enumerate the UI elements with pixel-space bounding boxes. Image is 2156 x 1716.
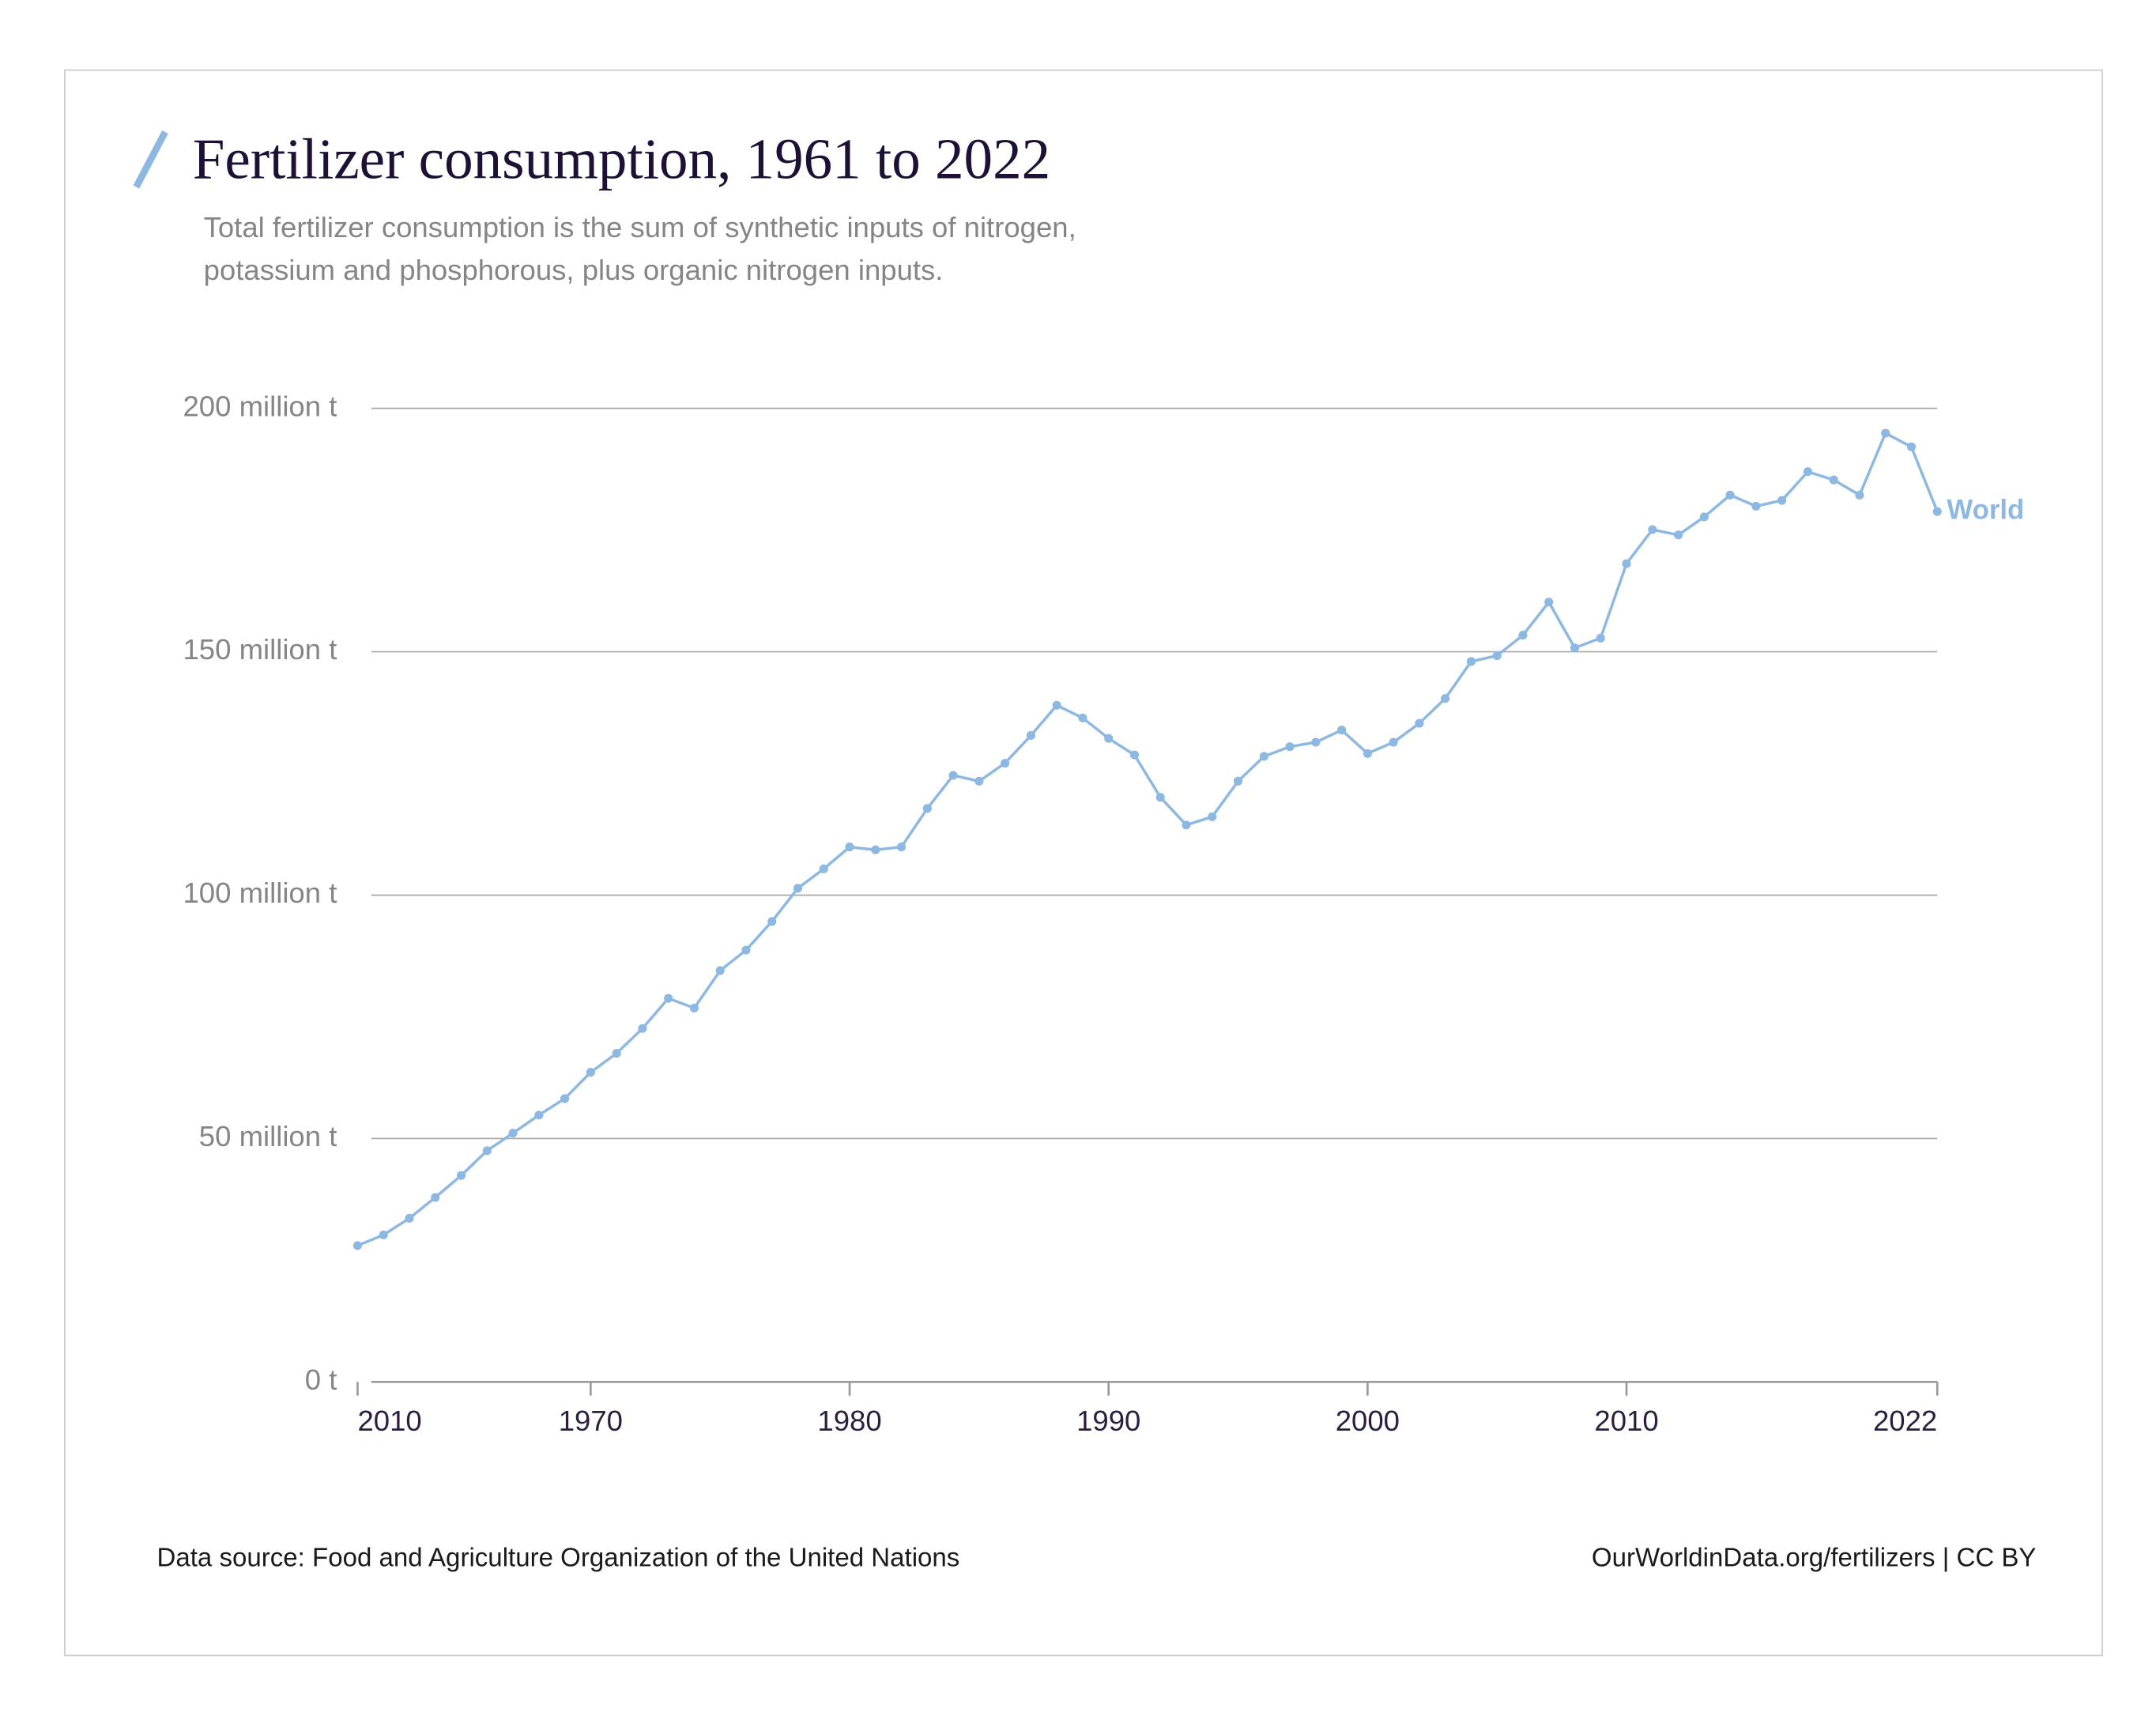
point <box>405 1213 414 1223</box>
point <box>1337 726 1347 735</box>
point <box>793 884 803 893</box>
point <box>1932 507 1942 516</box>
point <box>1906 442 1917 451</box>
point <box>1596 633 1605 643</box>
point <box>1155 793 1165 802</box>
point <box>379 1230 388 1239</box>
point <box>1648 525 1657 534</box>
point <box>1078 713 1087 722</box>
point <box>1492 651 1502 661</box>
point <box>1259 752 1268 761</box>
x-tick-label: 2010 <box>1594 1405 1658 1437</box>
point <box>664 994 673 1003</box>
x-tick-label: 2000 <box>1336 1405 1400 1437</box>
point <box>1466 657 1476 666</box>
point <box>1881 428 1890 438</box>
series-label: World <box>1947 495 2024 525</box>
point <box>1803 467 1812 477</box>
x-tick-label: 2010 <box>357 1405 421 1437</box>
y-tick-label: 150 million t <box>183 633 337 666</box>
point <box>1182 820 1191 830</box>
point <box>1104 734 1114 743</box>
point <box>1233 776 1243 786</box>
subtitle: potassium and phosphorous, plus organic … <box>204 254 944 286</box>
point <box>1129 750 1140 760</box>
subtitle: Total fertilizer consumption is the sum … <box>204 211 1076 243</box>
y-tick-label: 200 million t <box>183 390 337 422</box>
point <box>1622 559 1631 568</box>
point <box>1674 530 1683 540</box>
point <box>534 1111 544 1120</box>
point <box>948 771 958 780</box>
line <box>356 431 1939 1247</box>
chart-title: Fertilizer consumption, 1961 to 2022 <box>193 127 1050 191</box>
y-tick-label: 50 million t <box>199 1120 337 1152</box>
point <box>1363 749 1372 758</box>
point <box>845 842 854 852</box>
point <box>767 917 777 926</box>
point <box>1777 496 1787 505</box>
point <box>638 1024 647 1033</box>
point <box>896 842 906 852</box>
point <box>1441 694 1450 703</box>
point <box>1570 643 1580 653</box>
y-tick-label: 100 million t <box>183 877 337 909</box>
point <box>431 1193 440 1202</box>
point <box>1829 475 1838 485</box>
point <box>1311 737 1321 747</box>
logo-slash <box>133 130 168 189</box>
point <box>612 1049 621 1058</box>
source: Data source: Food and Agriculture Organi… <box>156 1543 959 1572</box>
y-tick-label: 0 t <box>305 1363 337 1396</box>
x-tick-label: 1970 <box>559 1405 623 1437</box>
point <box>819 864 828 873</box>
point <box>482 1146 492 1156</box>
point <box>560 1094 570 1103</box>
point <box>1699 512 1709 522</box>
x-tick-label: 1990 <box>1076 1405 1140 1437</box>
point <box>1518 631 1528 640</box>
point <box>1544 598 1554 607</box>
point <box>1026 730 1035 741</box>
x-tick-label: 2022 <box>1873 1405 1937 1437</box>
point <box>508 1129 518 1138</box>
point <box>1389 737 1398 747</box>
point <box>1285 742 1295 752</box>
point <box>1052 700 1061 710</box>
point <box>689 1003 699 1013</box>
point <box>1725 490 1735 500</box>
point <box>352 1241 363 1250</box>
point <box>974 776 984 786</box>
point <box>871 845 880 854</box>
point <box>1415 718 1424 728</box>
point <box>1001 759 1010 768</box>
point <box>1751 501 1761 511</box>
point <box>741 945 751 955</box>
point <box>1208 812 1217 821</box>
point <box>586 1068 595 1077</box>
credit: OurWorldinData.org/fertilizers | CC BY <box>1592 1543 2037 1572</box>
x-tick-label: 1980 <box>817 1405 881 1437</box>
point <box>456 1171 466 1180</box>
point <box>1855 490 1864 500</box>
point <box>715 966 725 975</box>
frame <box>64 69 2103 1657</box>
point <box>922 804 932 813</box>
